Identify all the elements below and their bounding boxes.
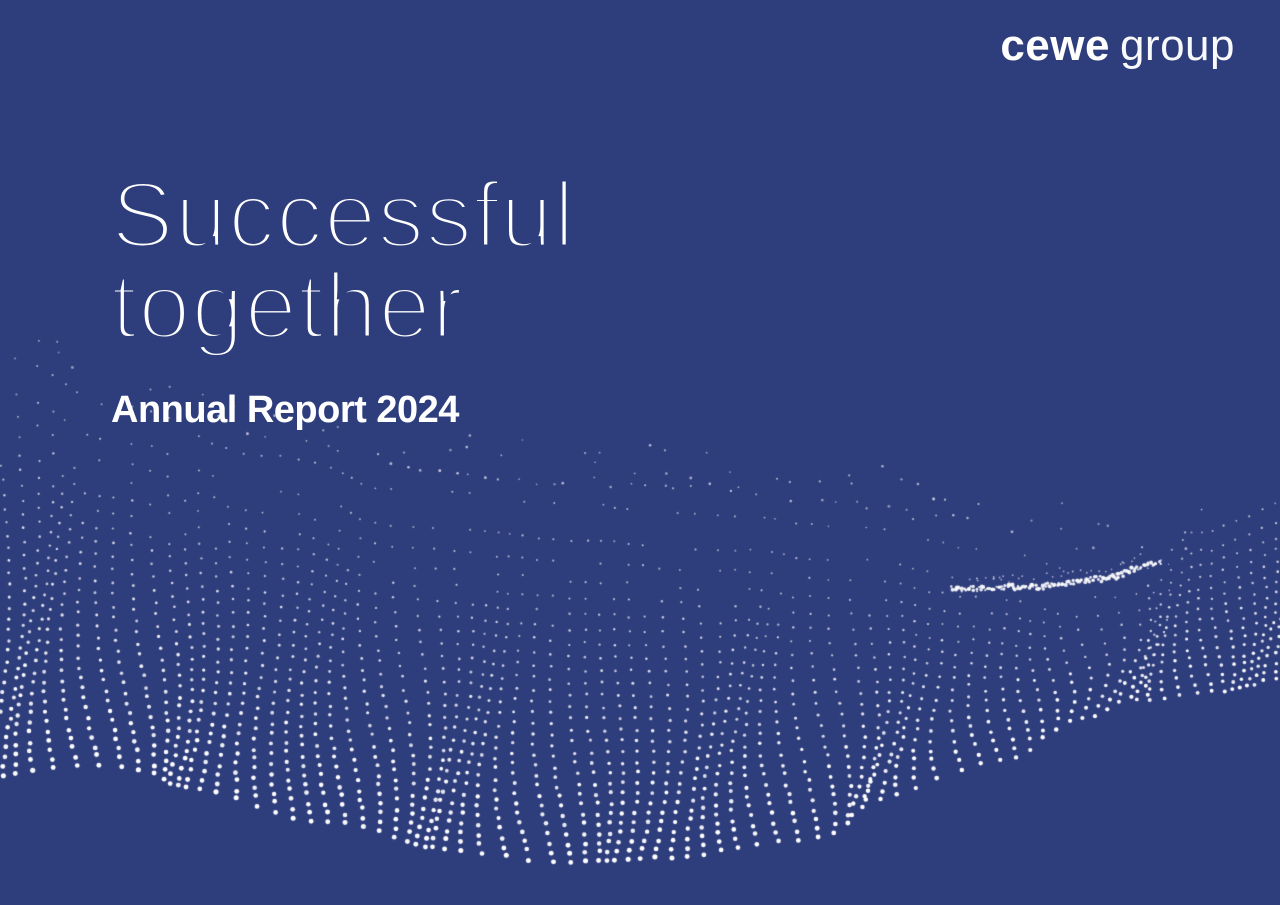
cover-subtitle: Annual Report 2024 <box>111 389 459 431</box>
logo-text-cewe: cewe <box>1000 21 1110 70</box>
cover-title-line-2: together <box>109 253 466 358</box>
cover-title: Successful together <box>109 162 578 358</box>
cover-title-line-1: Successful <box>109 162 578 267</box>
cewe-group-logo: cewe group <box>1000 24 1235 68</box>
logo-text-group: group <box>1119 21 1235 70</box>
